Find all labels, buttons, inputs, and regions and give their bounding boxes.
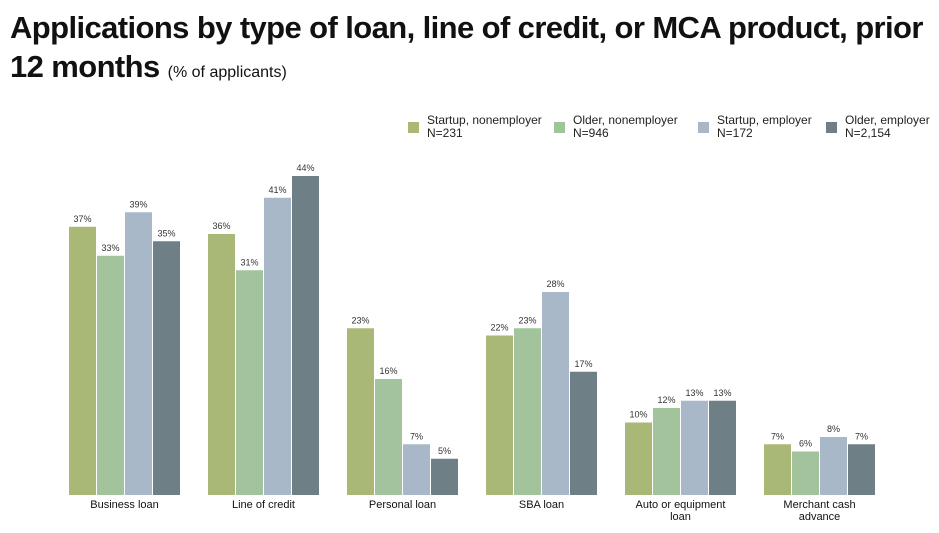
category-label: Line of credit: [232, 499, 295, 511]
bar-value-label: 7%: [771, 431, 784, 441]
legend-label: Older, employer N=2,154: [845, 114, 930, 140]
chart-subtitle: (% of applicants): [167, 64, 287, 81]
bar-value-label: 16%: [379, 366, 397, 376]
bar-value-label: 10%: [629, 410, 647, 420]
bar: [681, 400, 708, 495]
legend-swatch: [826, 122, 837, 133]
bar: [403, 444, 430, 495]
bar-value-label: 7%: [410, 431, 423, 441]
legend-series-name: Startup, employer: [717, 113, 812, 127]
bar-value-label: 7%: [855, 431, 868, 441]
chart-title: Applications by type of loan, line of cr…: [10, 8, 930, 92]
bar-value-label: 8%: [827, 424, 840, 434]
category-label: Personal loan: [369, 499, 436, 511]
category-label: Auto or equipment loan: [636, 499, 726, 523]
bar: [514, 328, 541, 495]
bar: [375, 379, 402, 495]
legend-series-name: Startup, nonemployer: [427, 113, 542, 127]
legend-swatch: [698, 122, 709, 133]
bar-value-label: 33%: [101, 243, 119, 253]
bar-value-label: 41%: [268, 185, 286, 195]
bar: [848, 444, 875, 495]
bar-value-label: 12%: [657, 395, 675, 405]
legend-swatch: [554, 122, 565, 133]
chart-legend: Startup, nonemployer N=231 Older, nonempl…: [408, 114, 938, 148]
legend-series-n: N=172: [717, 126, 753, 140]
legend-label: Older, nonemployer N=946: [573, 114, 678, 140]
category-label: Merchant cash advance: [783, 499, 855, 523]
bar: [347, 328, 374, 495]
bar-value-label: 13%: [685, 388, 703, 398]
bar: [625, 422, 652, 495]
bar-value-label: 17%: [574, 359, 592, 369]
bar-value-label: 23%: [518, 315, 536, 325]
bar-value-label: 31%: [240, 257, 258, 267]
bar-value-label: 39%: [129, 199, 147, 209]
bar: [820, 437, 847, 495]
bar: [292, 176, 319, 495]
bar-value-label: 6%: [799, 439, 812, 449]
legend-series-n: N=231: [427, 126, 463, 140]
bar: [236, 270, 263, 495]
bar: [431, 458, 458, 495]
bar-value-label: 44%: [296, 163, 314, 173]
category-label: Business loan: [90, 499, 159, 511]
bar: [153, 241, 180, 495]
legend-swatch: [408, 122, 419, 133]
bar: [97, 255, 124, 495]
legend-series-n: N=946: [573, 126, 609, 140]
bar-value-label: 28%: [546, 279, 564, 289]
bar: [792, 451, 819, 495]
bar-value-label: 22%: [490, 323, 508, 333]
bar: [542, 292, 569, 495]
legend-label: Startup, nonemployer N=231: [427, 114, 542, 140]
bar-value-label: 36%: [212, 221, 230, 231]
bar-value-label: 5%: [438, 446, 451, 456]
bar: [570, 371, 597, 495]
bar: [264, 197, 291, 495]
chart-title-text: Applications by type of loan, line of cr…: [10, 10, 923, 84]
legend-series-name: Older, employer: [845, 113, 930, 127]
bar: [69, 226, 96, 495]
legend-series-n: N=2,154: [845, 126, 891, 140]
bar: [208, 234, 235, 495]
bar-value-label: 37%: [73, 214, 91, 224]
bar-value-label: 13%: [713, 388, 731, 398]
legend-series-name: Older, nonemployer: [573, 113, 678, 127]
bar-value-label: 35%: [157, 228, 175, 238]
bar-value-label: 23%: [351, 315, 369, 325]
legend-label: Startup, employer N=172: [717, 114, 812, 140]
bar: [709, 400, 736, 495]
bar: [125, 212, 152, 495]
bar: [653, 408, 680, 495]
category-label: SBA loan: [519, 499, 564, 511]
bar: [764, 444, 791, 495]
bar: [486, 335, 513, 495]
